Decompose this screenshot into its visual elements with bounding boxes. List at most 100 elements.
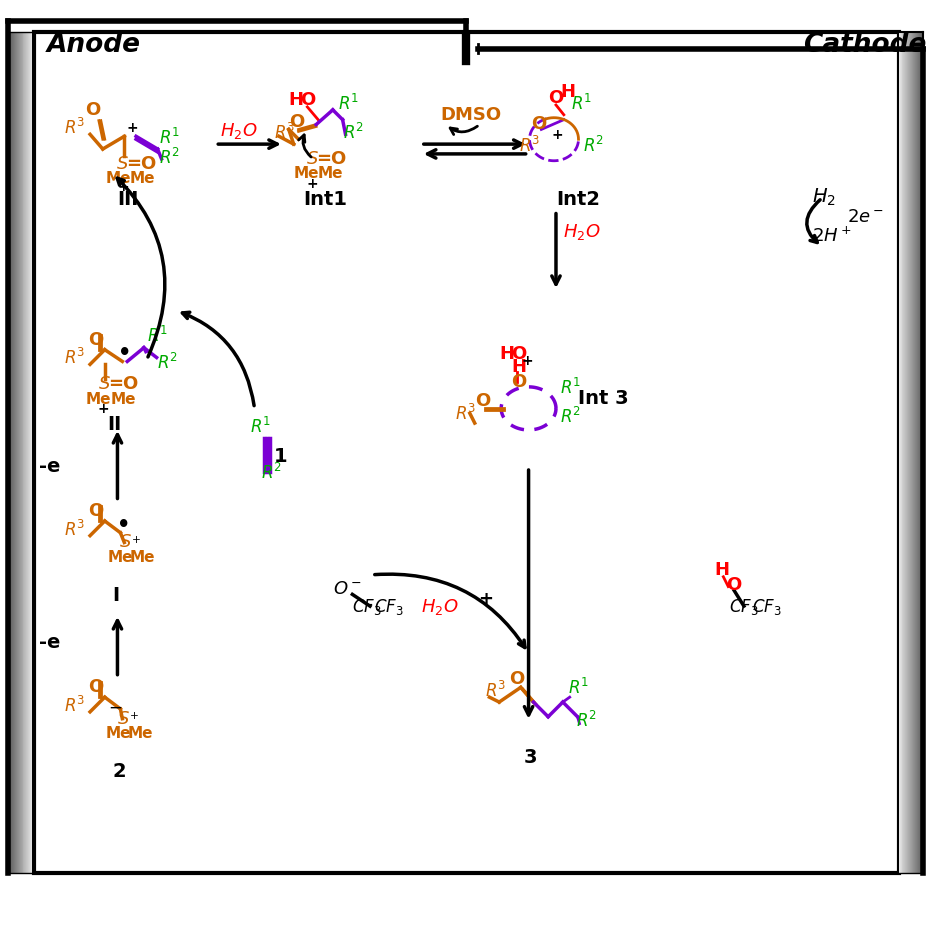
Text: III: III: [118, 189, 139, 208]
Bar: [909, 31, 910, 873]
Text: Int1: Int1: [303, 189, 347, 208]
Bar: [921, 31, 922, 873]
Text: O: O: [88, 502, 104, 520]
Bar: [917, 31, 918, 873]
Text: Me: Me: [107, 550, 133, 565]
Text: $R^3$: $R^3$: [519, 135, 540, 156]
Text: =O: =O: [126, 154, 157, 172]
Text: 3: 3: [524, 748, 537, 767]
Text: $R^3$: $R^3$: [64, 118, 85, 138]
Text: H: H: [714, 561, 729, 579]
Text: Int 3: Int 3: [577, 388, 629, 407]
Text: +: +: [126, 121, 138, 135]
Text: +: +: [98, 402, 109, 417]
Text: +: +: [551, 128, 563, 142]
Bar: [15, 31, 16, 873]
Bar: [29, 31, 30, 873]
Text: +: +: [477, 590, 493, 608]
Bar: [916, 31, 917, 873]
Bar: [919, 31, 921, 873]
Text: Me: Me: [110, 391, 136, 406]
Text: DMSO: DMSO: [440, 106, 501, 124]
Text: $R^1$: $R^1$: [560, 378, 581, 398]
Text: $R^3$: $R^3$: [64, 348, 85, 368]
Text: $R^1$: $R^1$: [338, 94, 359, 114]
Bar: [911, 31, 912, 873]
Bar: [20, 31, 21, 873]
Text: Me: Me: [106, 726, 131, 742]
Text: O: O: [509, 670, 524, 688]
Text: Me: Me: [129, 550, 155, 565]
Text: $CF_3$: $CF_3$: [353, 597, 382, 617]
Text: O: O: [88, 331, 104, 348]
Bar: [26, 31, 27, 873]
Text: 2: 2: [112, 762, 126, 781]
Bar: [900, 31, 901, 873]
Bar: [906, 31, 907, 873]
Text: H: H: [511, 358, 526, 376]
Bar: [902, 31, 903, 873]
Text: $H_2O$: $H_2O$: [421, 597, 458, 617]
Text: Anode: Anode: [47, 31, 141, 58]
Text: $O^-$: $O^-$: [333, 581, 362, 599]
Text: =O: =O: [316, 150, 346, 168]
Bar: [912, 31, 913, 873]
Text: $R^1$: $R^1$: [568, 678, 589, 698]
Text: O: O: [511, 346, 526, 364]
Text: H: H: [499, 346, 514, 364]
Bar: [904, 31, 905, 873]
Text: Me: Me: [106, 171, 131, 187]
Text: $R^2$: $R^2$: [262, 463, 282, 483]
Text: Me: Me: [319, 167, 343, 182]
Bar: [14, 31, 15, 873]
Text: $R^1$: $R^1$: [146, 326, 168, 346]
Bar: [16, 31, 18, 873]
Text: Me: Me: [294, 167, 320, 182]
Text: $R^2$: $R^2$: [583, 135, 605, 156]
Text: $R^1$: $R^1$: [249, 417, 271, 437]
Text: $CF_3$: $CF_3$: [374, 597, 403, 617]
Text: $-$: $-$: [107, 698, 122, 716]
Text: $R^3$: $R^3$: [64, 520, 85, 540]
Bar: [31, 31, 32, 873]
Text: O: O: [301, 91, 316, 109]
Text: O: O: [475, 392, 490, 410]
Text: =O: =O: [107, 375, 138, 393]
Text: $S$: $S$: [118, 709, 130, 727]
Bar: [8, 31, 9, 873]
Text: Me: Me: [129, 171, 155, 187]
Text: +: +: [118, 180, 129, 194]
Bar: [914, 31, 915, 873]
Text: $R^2$: $R^2$: [575, 710, 596, 730]
Text: $R^1$: $R^1$: [159, 128, 180, 148]
Text: •: •: [119, 344, 132, 364]
Text: $^+$: $^+$: [129, 535, 141, 550]
Text: $S$: $S$: [120, 533, 132, 551]
Bar: [11, 31, 12, 873]
Bar: [21, 31, 22, 873]
Text: $^+$: $^+$: [127, 711, 139, 726]
Bar: [922, 31, 923, 873]
Text: $2e^-$: $2e^-$: [846, 208, 883, 226]
Text: +: +: [306, 177, 318, 191]
Text: O: O: [511, 373, 526, 391]
Text: $H_2O$: $H_2O$: [563, 223, 600, 242]
Text: +: +: [522, 354, 534, 368]
Text: $R^2$: $R^2$: [159, 148, 180, 168]
Bar: [901, 31, 902, 873]
Text: O: O: [548, 89, 563, 107]
Text: Cathode: Cathode: [803, 31, 926, 58]
Bar: [9, 31, 10, 873]
Bar: [908, 31, 909, 873]
Text: $S$: $S$: [306, 150, 320, 168]
Bar: [22, 31, 23, 873]
Bar: [13, 31, 14, 873]
Text: $R^3$: $R^3$: [484, 681, 506, 701]
Bar: [19, 31, 20, 873]
Text: $R^3$: $R^3$: [64, 696, 85, 716]
Text: 1: 1: [274, 447, 288, 466]
Text: O: O: [86, 100, 101, 118]
Text: $R^3$: $R^3$: [456, 404, 476, 424]
Text: O: O: [88, 678, 104, 696]
Text: $R^2$: $R^2$: [560, 407, 581, 427]
